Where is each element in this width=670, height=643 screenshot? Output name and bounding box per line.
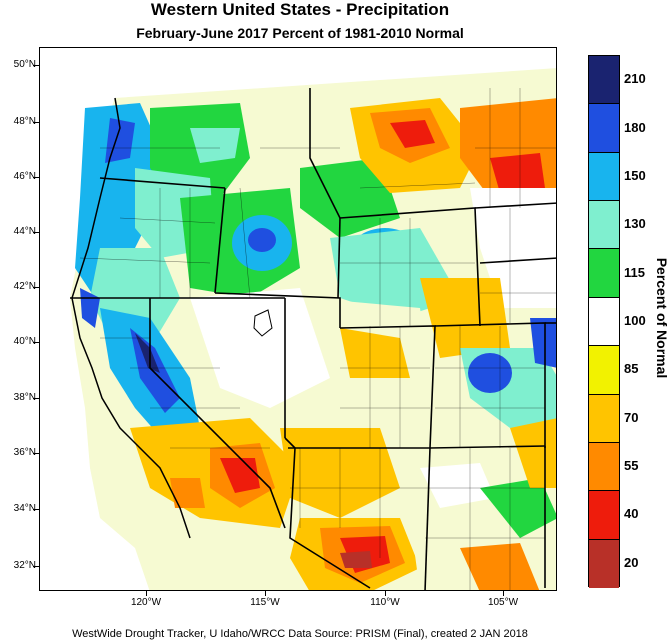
colorbar-swatch <box>589 491 619 540</box>
lon-tick <box>503 591 504 596</box>
lon-label-105: 105°W <box>487 597 519 608</box>
lat-label-36: 36°N <box>13 447 36 458</box>
colorbar-label: 20 <box>624 554 639 570</box>
colorbar-label: 180 <box>624 119 646 135</box>
lat-tick <box>33 398 39 399</box>
colorbar-label: 70 <box>624 409 639 425</box>
colorbar-label: 210 <box>624 71 646 87</box>
lat-label-42: 42°N <box>13 281 36 292</box>
colorbar-swatch <box>589 394 619 443</box>
colorbar-label: 85 <box>624 361 639 377</box>
lat-label-38: 38°N <box>13 392 36 403</box>
map-canvas <box>40 48 556 590</box>
colorbar-swatch <box>589 104 619 153</box>
lat-label-46: 46°N <box>13 171 36 182</box>
lon-label-120: 120°W <box>130 597 162 608</box>
lat-tick <box>33 287 39 288</box>
colorbar-swatch <box>589 346 619 395</box>
map-title: Western United States - Precipitation <box>150 0 450 19</box>
precipitation-map <box>39 47 557 591</box>
lat-tick <box>33 453 39 454</box>
lat-label-40: 40°N <box>13 336 36 347</box>
colorbar-label: 100 <box>624 313 646 328</box>
lat-label-44: 44°N <box>13 226 36 237</box>
lon-label-110: 110°W <box>370 597 400 608</box>
lat-tick <box>33 65 39 66</box>
lat-label-32: 32°N <box>13 560 36 571</box>
colorbar-swatch <box>589 539 619 588</box>
colorbar-label: 150 <box>624 167 646 183</box>
colorbar-swatch <box>589 297 619 347</box>
colorbar-title: Percent of Normal <box>654 257 670 379</box>
colorbar-swatch <box>589 201 619 250</box>
lon-tick <box>265 591 266 596</box>
colorbar-label: 40 <box>624 506 639 522</box>
lat-tick <box>33 342 39 343</box>
lat-tick <box>33 122 39 123</box>
colorbar-label: 55 <box>624 458 639 474</box>
colorbar-label: 130 <box>624 216 646 232</box>
lat-tick <box>33 232 39 233</box>
colorbar-swatch <box>589 56 619 105</box>
colorbar-label: 115 <box>624 264 645 280</box>
lat-label-48: 48°N <box>13 116 36 127</box>
colorbar-swatch <box>589 249 619 298</box>
lat-tick <box>33 566 39 567</box>
lat-label-34: 34°N <box>13 503 36 514</box>
lat-tick <box>33 509 39 510</box>
lat-label-50: 50°N <box>13 59 36 70</box>
colorbar-legend <box>588 55 620 588</box>
colorbar-swatch <box>589 442 619 492</box>
lat-tick <box>33 177 39 178</box>
colorbar-swatch <box>589 152 619 202</box>
footer-credit: WestWide Drought Tracker, U Idaho/WRCC D… <box>72 628 528 640</box>
lon-label-115: 115°W <box>250 597 280 608</box>
lon-tick <box>385 591 386 596</box>
lon-tick <box>146 591 147 596</box>
map-subtitle: February-June 2017 Percent of 1981-2010 … <box>136 25 464 41</box>
